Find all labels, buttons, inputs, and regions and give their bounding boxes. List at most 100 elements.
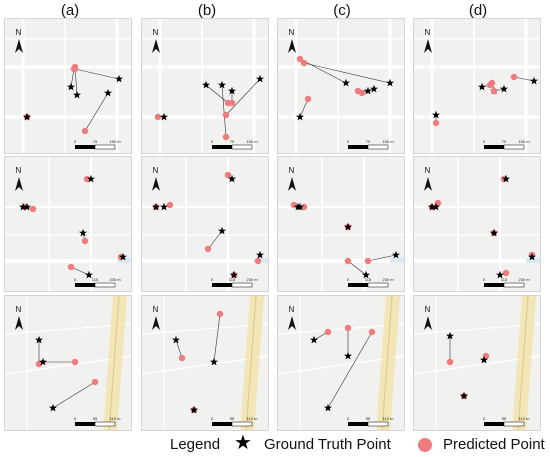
north-arrow-icon: N xyxy=(152,305,160,330)
rail-line xyxy=(517,296,529,430)
north-label: N xyxy=(289,166,295,175)
ground-truth-point xyxy=(218,80,226,89)
ground-truth-point xyxy=(23,202,31,211)
scale-tick: 150 m xyxy=(382,139,394,144)
ground-truth-point xyxy=(310,335,318,344)
ground-truth-point xyxy=(87,174,95,183)
predicted-point xyxy=(154,113,162,121)
scale-tick: 150 m xyxy=(246,139,258,144)
scale-tick: 0 xyxy=(211,139,214,144)
rail-line xyxy=(245,296,257,430)
road-shield xyxy=(526,258,540,263)
predicted-point xyxy=(81,127,89,135)
predicted-point xyxy=(222,133,230,141)
predicted-point xyxy=(35,360,43,368)
rail-line xyxy=(381,296,393,430)
ground-truth-point xyxy=(172,335,180,344)
ground-truth-point xyxy=(446,331,454,340)
ground-truth-point xyxy=(364,86,372,95)
north-label: N xyxy=(153,166,159,175)
error-link xyxy=(52,381,96,409)
column-header-c: (c) xyxy=(333,2,351,19)
ground-truth-point xyxy=(119,252,127,261)
rail-corridor xyxy=(512,296,536,430)
ground-truth-point xyxy=(386,78,394,87)
map-panel-r1-c3: N 0 75 150 m xyxy=(277,18,405,154)
north-label: N xyxy=(16,166,22,175)
road-shield xyxy=(390,258,404,263)
legend-predicted-label: Predicted Point xyxy=(443,436,545,453)
ground-truth-point xyxy=(344,222,352,231)
scale-tick: 55 xyxy=(502,416,507,421)
north-label: N xyxy=(425,305,431,314)
error-link xyxy=(221,84,227,138)
ground-truth-point xyxy=(344,351,352,360)
predicted-point xyxy=(304,95,312,103)
north-arrow-icon: N xyxy=(288,28,296,53)
scale-tick: 230 m xyxy=(518,277,530,282)
map-panel-r1-c2: N 0 75 150 m xyxy=(141,18,269,154)
ground-truth-point xyxy=(256,250,264,259)
rail-corridor xyxy=(103,296,127,430)
column-header-d: (d) xyxy=(468,2,488,19)
scale-tick: 115 xyxy=(365,277,372,282)
ground-truth-point xyxy=(228,174,236,183)
north-arrow-icon: N xyxy=(424,305,432,330)
north-label: N xyxy=(153,28,159,37)
scale-tick: 115 xyxy=(501,277,508,282)
ground-truth-point xyxy=(342,78,350,87)
ground-truth-point xyxy=(218,226,226,235)
scale-tick: 0 xyxy=(74,416,77,421)
scale-bar: 0 75 150 m xyxy=(211,139,258,150)
road-shield xyxy=(117,258,131,263)
rail-corridor xyxy=(240,296,264,430)
error-link xyxy=(84,92,109,132)
ground-truth-point xyxy=(202,80,210,89)
ground-truth-point xyxy=(432,110,440,119)
ground-truth-point xyxy=(392,250,400,259)
ground-truth-point xyxy=(160,202,168,211)
scale-bar: 0 115 230 m xyxy=(347,277,394,288)
ground-truth-point xyxy=(496,270,504,279)
error-link xyxy=(347,260,367,276)
predicted-point xyxy=(296,55,304,63)
ground-truth-point xyxy=(115,74,123,83)
ground-truth-point xyxy=(528,252,536,261)
predicted-point xyxy=(178,354,186,362)
ground-truth-point xyxy=(296,112,304,121)
map-panel-r3-c4: N 0 55 110 m xyxy=(413,295,541,431)
scale-bar: 0 55 110 m xyxy=(74,416,121,427)
error-link xyxy=(225,78,261,116)
column-header-b: (b) xyxy=(197,2,217,19)
ground-truth-point xyxy=(19,202,27,211)
ground-truth-point xyxy=(160,112,168,121)
ground-truth-point xyxy=(370,84,378,93)
predicted-point xyxy=(344,324,352,332)
error-link xyxy=(70,266,90,276)
north-label: N xyxy=(425,28,431,37)
legend: Legend ★ Ground Truth Point Predicted Po… xyxy=(0,428,550,457)
predicted-point xyxy=(166,201,174,209)
ground-truth-point xyxy=(190,405,198,414)
map-panel-r2-c3: N 0 115 230 m xyxy=(277,156,405,292)
scale-bar: 0 75 150 m xyxy=(347,139,394,150)
scale-tick: 115 xyxy=(92,277,99,282)
scale-tick: 110 m xyxy=(519,416,530,421)
predicted-point xyxy=(368,328,376,336)
scale-tick: 0 xyxy=(74,139,77,144)
north-arrow-icon: N xyxy=(152,28,160,53)
scale-bar: 0 115 230 m xyxy=(483,277,530,288)
predicted-point xyxy=(254,257,262,265)
predicted-point xyxy=(67,263,75,271)
scale-tick: 75 xyxy=(502,139,507,144)
ground-truth-point xyxy=(104,88,112,97)
north-arrow-icon: N xyxy=(15,28,23,53)
predicted-point xyxy=(29,205,37,213)
north-label: N xyxy=(289,28,295,37)
ground-truth-point xyxy=(362,270,370,279)
ground-truth-point xyxy=(35,335,43,344)
scale-tick: 230 m xyxy=(246,277,258,282)
scale-bar: 0 75 150 m xyxy=(483,139,530,150)
ground-truth-point xyxy=(428,202,436,211)
predicted-point xyxy=(91,378,99,386)
